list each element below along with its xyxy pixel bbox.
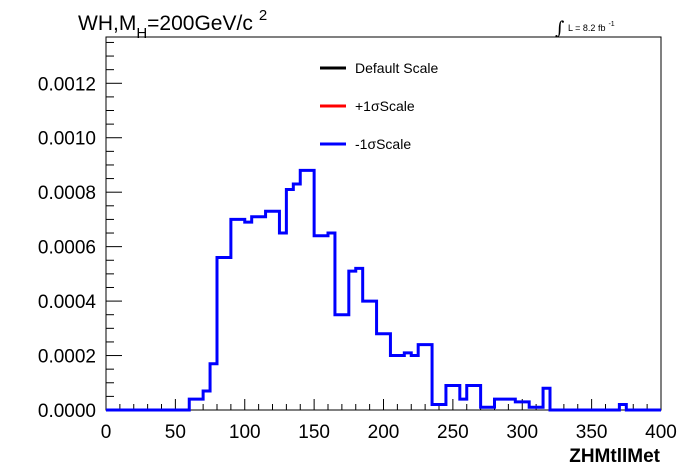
y-tick-label: 0.0010 [38,129,96,150]
lumi-superscript: -1 [608,21,614,28]
y-tick-label: 0.0000 [38,401,96,422]
legend-label: +1σScale [355,98,415,114]
x-tick-label: 0 [101,422,112,443]
x-tick-label: 300 [506,422,538,443]
y-tick-label: 0.0004 [38,292,97,313]
series-layer [106,168,661,412]
x-tick-label: 400 [645,422,677,443]
y-tick-label: 0.0002 [38,347,96,368]
x-tick-label: 250 [437,422,469,443]
x-tick-label: 50 [165,422,186,443]
y-tick-label: 0.0006 [38,238,96,259]
series-line [106,168,661,412]
title-superscript: 2 [259,7,267,24]
lumi-integral: ∫ [555,18,565,39]
legend-label: Default Scale [355,60,438,76]
x-axis-label: ZHMtllMet [569,446,660,467]
lumi-label: L = 8.2 fb -1 [568,21,615,33]
chart-title: WH,MH=200GeV/c 2 [78,7,267,42]
x-tick-label: 150 [298,422,330,443]
y-axis: 0.0000 0.0002 0.0004 0.0006 0.0008 0.0010 0.00… [38,41,122,422]
title-subscript: H [136,25,147,42]
legend: Default Scale +1σScale -1σScale [320,60,438,152]
y-tick-label: 0.0008 [38,183,96,204]
plot-frame [105,36,662,411]
x-tick-label: 200 [368,422,400,443]
title-rest: =200GeV/c [147,12,253,35]
x-tick-label: 350 [576,422,608,443]
x-tick-label: 100 [229,422,261,443]
x-axis: 0 50 100 150 200 250 300 350 400 [101,399,677,443]
y-tick-label: 0.0012 [38,74,96,95]
legend-label: -1σScale [355,136,411,152]
